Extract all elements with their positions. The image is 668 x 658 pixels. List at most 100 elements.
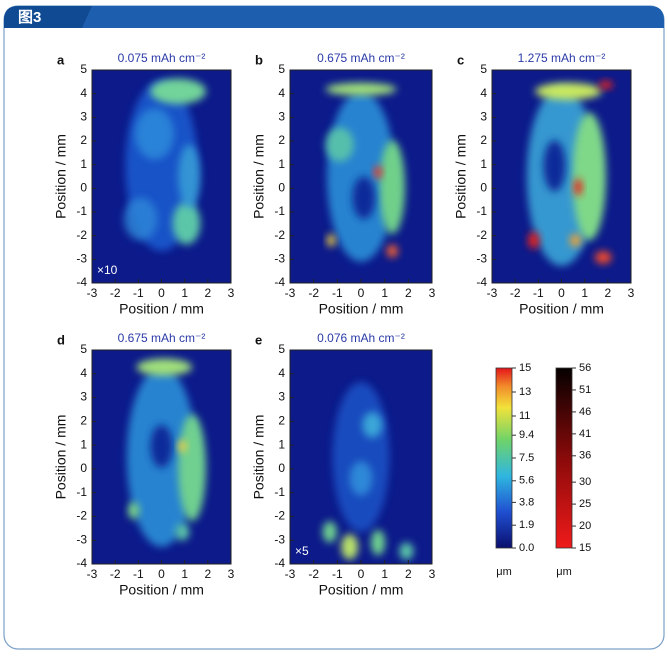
colorbar-tick-label: 36	[579, 450, 591, 462]
heatmap-blob	[322, 521, 337, 543]
y-tick-label: -1	[274, 204, 285, 218]
y-tick-label: -1	[476, 204, 487, 218]
x-tick-label: 0	[158, 567, 165, 581]
heatmap-blob	[574, 178, 583, 196]
y-tick-label: 5	[80, 62, 87, 76]
y-tick-label: 3	[278, 110, 285, 124]
x-tick-label: 0	[158, 286, 165, 300]
heatmap-blob	[543, 140, 566, 192]
x-tick-label: 2	[604, 286, 611, 300]
colorbar-tick-label: 11	[519, 410, 530, 422]
x-tick-label: 1	[381, 286, 388, 300]
x-tick-label: -3	[285, 567, 296, 581]
y-tick-label: -3	[274, 252, 285, 266]
header-label: 图3	[18, 9, 41, 26]
heatmap-blob	[386, 244, 398, 258]
y-tick-label: 5	[80, 342, 87, 356]
x-tick-label: -1	[332, 567, 343, 581]
heatmap-blob	[178, 144, 201, 209]
heatmap	[92, 70, 231, 283]
heatmap	[92, 350, 231, 564]
y-tick-label: 2	[480, 133, 487, 147]
heatmap	[290, 70, 432, 283]
heatmap-blob	[341, 534, 359, 560]
y-tick-label: 2	[80, 133, 87, 147]
y-tick-label: 1	[480, 157, 487, 171]
x-tick-label: 3	[228, 286, 235, 300]
heatmap-blob	[135, 108, 175, 160]
x-tick-label: 3	[228, 567, 235, 581]
y-tick-label: 3	[80, 110, 87, 124]
heatmap-blob	[370, 529, 386, 556]
x-tick-label: -3	[87, 567, 98, 581]
panel-note: ×5	[295, 544, 309, 558]
x-tick-label: 2	[204, 286, 211, 300]
colorbar-tick-label: 25	[579, 498, 591, 510]
y-tick-label: 0	[80, 461, 87, 475]
x-tick-label: 2	[405, 286, 412, 300]
y-tick-label: -4	[76, 556, 87, 570]
y-tick-label: -2	[76, 509, 87, 523]
heatmap-blob	[128, 501, 140, 520]
colorbar-tick-label: 41	[579, 428, 591, 440]
heatmap-blob	[599, 80, 613, 90]
y-tick-label: -3	[76, 252, 87, 266]
colorbar-tick-label: 9.4	[519, 429, 534, 441]
x-axis-label: Position / mm	[319, 301, 404, 317]
panel-label: e	[255, 332, 262, 347]
panel-title: 1.275 mAh cm⁻²	[518, 51, 606, 65]
x-tick-label: 0	[358, 286, 365, 300]
x-tick-label: 3	[429, 286, 436, 300]
y-tick-label: -4	[476, 275, 487, 289]
colorbar-tick-label: 15	[519, 362, 531, 374]
colorbar	[495, 367, 513, 549]
y-tick-label: 2	[80, 414, 87, 428]
colorbar-tick-label: 1.9	[519, 519, 534, 531]
y-axis-label: Position / mm	[251, 134, 267, 219]
panel-label: b	[255, 52, 263, 67]
colorbar-tick-label: 51	[579, 384, 591, 396]
colorbar	[555, 367, 573, 549]
heatmap-blob	[362, 412, 383, 438]
x-tick-label: -2	[110, 286, 121, 300]
y-tick-label: 4	[278, 366, 285, 380]
x-tick-label: 1	[581, 286, 588, 300]
panel-label: c	[457, 52, 464, 67]
y-tick-label: -1	[76, 485, 87, 499]
heatmap	[492, 70, 631, 283]
y-tick-label: -2	[274, 509, 285, 523]
x-tick-label: -2	[308, 567, 319, 581]
y-axis-label: Position / mm	[453, 134, 469, 219]
y-tick-label: 4	[278, 86, 285, 100]
y-axis-label: Position / mm	[53, 415, 69, 500]
colorbar-tick-label: 15	[579, 542, 591, 554]
x-tick-label: -2	[110, 567, 121, 581]
header-bar	[4, 6, 664, 28]
heatmap-blob	[136, 358, 193, 376]
y-tick-label: 2	[278, 414, 285, 428]
y-tick-label: 3	[480, 110, 487, 124]
heatmap-blob	[379, 140, 406, 235]
y-tick-label: 3	[278, 390, 285, 404]
x-tick-label: 2	[204, 567, 211, 581]
x-tick-label: -2	[510, 286, 521, 300]
heatmap-blob	[535, 82, 602, 100]
colorbar-unit: μm	[496, 566, 512, 578]
panel-note: ×10	[97, 263, 118, 277]
y-tick-label: 1	[80, 157, 87, 171]
y-tick-label: -3	[76, 532, 87, 546]
heatmap-blob	[150, 424, 173, 468]
colorbar-tick-label: 5.6	[519, 475, 534, 487]
heatmap-blob	[373, 165, 383, 179]
heatmap-blob	[349, 461, 373, 496]
x-tick-label: -3	[285, 286, 296, 300]
heatmap	[290, 350, 432, 564]
x-tick-label: 2	[405, 567, 412, 581]
x-tick-label: 0	[558, 286, 565, 300]
panel-title: 0.675 mAh cm⁻²	[118, 331, 206, 345]
y-tick-label: 4	[80, 366, 87, 380]
y-tick-label: 0	[278, 181, 285, 195]
colorbar-tick-label: 7.5	[519, 452, 534, 464]
x-axis-label: Position / mm	[119, 301, 204, 317]
